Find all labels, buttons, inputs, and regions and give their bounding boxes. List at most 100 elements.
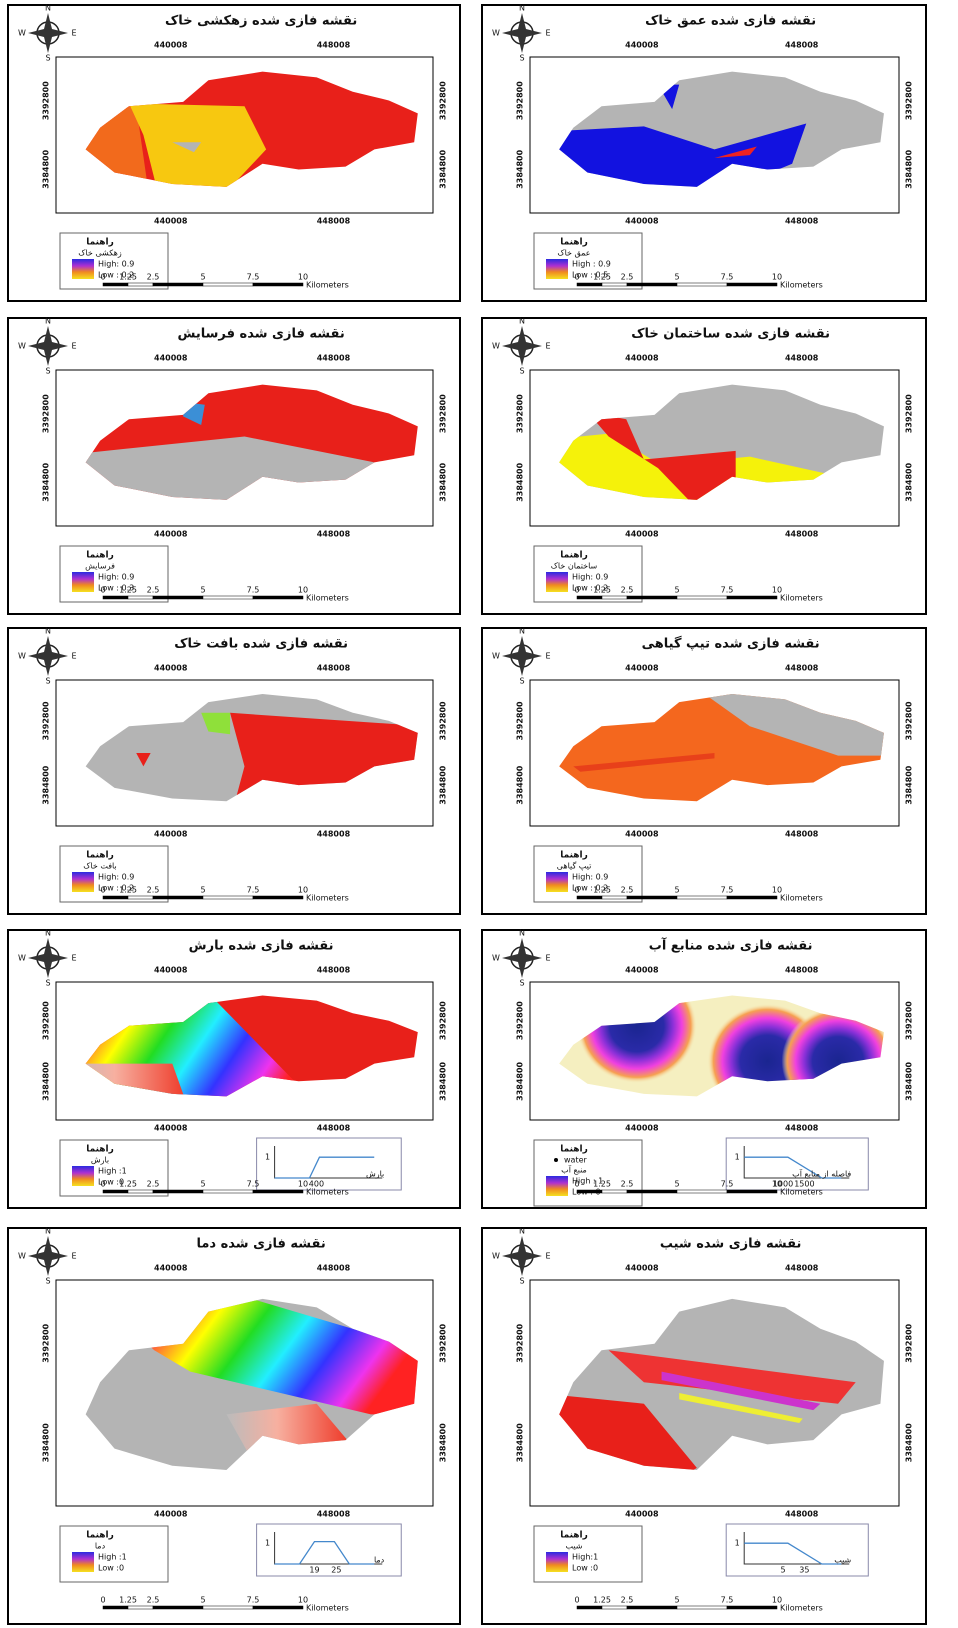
scale-label: 5	[200, 886, 205, 895]
scale-segment	[153, 1606, 203, 1609]
x-coord-top: 448008	[317, 966, 351, 975]
legend-title: راهنما	[86, 1531, 114, 1541]
scale-segment	[203, 1190, 253, 1193]
scale-segment	[677, 283, 727, 286]
scale-label: 5	[674, 273, 679, 282]
x-coord-top: 448008	[785, 1264, 819, 1273]
y-coord-right: 3384800	[439, 1061, 448, 1100]
scale-segment	[602, 596, 627, 599]
x-coord-bottom: 440008	[154, 1124, 188, 1133]
legend-high: High :1	[98, 1167, 127, 1176]
x-coord-top: 440008	[625, 41, 659, 50]
compass-e: E	[545, 342, 550, 351]
map-panel: NSWEنقشه فازی شده ساختمان خاک44000844000…	[482, 317, 926, 615]
legend-layer: عمق خاک	[557, 249, 590, 258]
map-title: نقشه فازی شده منابع آب	[649, 937, 813, 954]
x-coord-top: 448008	[317, 664, 351, 673]
scale-unit: Kilometers	[780, 1188, 823, 1197]
scale-label: 0	[574, 586, 579, 595]
y-coord-left: 3392800	[42, 701, 51, 740]
x-coord-bottom: 440008	[154, 1510, 188, 1519]
compass-e: E	[545, 1252, 550, 1261]
y-coord-left: 3384800	[42, 765, 51, 804]
y-coord-right: 3384800	[905, 462, 914, 501]
x-coord-top: 448008	[317, 354, 351, 363]
scale-segment	[627, 596, 677, 599]
scale-segment	[103, 596, 128, 599]
legend-title: راهنما	[86, 851, 114, 861]
scale-label: 2.5	[147, 886, 160, 895]
scale-segment	[727, 1606, 777, 1609]
scale-unit: Kilometers	[780, 1604, 823, 1613]
compass-w: W	[18, 1252, 26, 1261]
inset-x-label: بارش	[366, 1170, 384, 1179]
legend-layer: فرسایش	[85, 562, 115, 571]
scale-segment	[627, 1190, 677, 1193]
legend-point-label: water	[564, 1156, 588, 1165]
scale-label: 2.5	[147, 586, 160, 595]
scale-segment	[153, 283, 203, 286]
x-coord-top: 448008	[317, 41, 351, 50]
compass-e: E	[71, 342, 76, 351]
legend-high: High: 0.9	[98, 873, 134, 882]
legend-high: High: 0.9	[572, 573, 608, 582]
scale-segment	[253, 596, 303, 599]
x-coord-bottom: 448008	[317, 1510, 351, 1519]
compass-s: S	[519, 1277, 524, 1286]
scale-label: 1.25	[119, 586, 137, 595]
scale-segment	[103, 1190, 128, 1193]
scale-segment	[128, 896, 153, 899]
legend-layer: منبع آب	[561, 1165, 587, 1175]
x-coord-bottom: 448008	[785, 1124, 819, 1133]
x-coord-bottom: 440008	[625, 1510, 659, 1519]
scale-label: 0	[574, 1596, 579, 1605]
inset-x-tick: 25	[331, 1566, 341, 1575]
compass-w: W	[18, 652, 26, 661]
map-panel: NSWEنقشه فازی شده عمق خاک440008440008448…	[482, 4, 926, 302]
legend-layer: بافت خاک	[83, 862, 116, 871]
compass-s: S	[519, 677, 524, 686]
scale-label: 7.5	[721, 1596, 734, 1605]
legend-high: High :1	[98, 1553, 127, 1562]
legend-title: راهنما	[560, 551, 588, 561]
legend-swatch	[72, 572, 94, 592]
map-title: نقشه فازی شده ساختمان خاک	[631, 327, 830, 342]
scale-label: 5	[200, 273, 205, 282]
map-title: نقشه فازی شده عمق خاک	[645, 14, 816, 29]
legend-swatch	[546, 1552, 568, 1572]
scale-segment	[727, 283, 777, 286]
x-coord-bottom: 440008	[625, 830, 659, 839]
map-title: نقشه فازی شده بارش	[189, 939, 334, 954]
legend-layer: ساختمان خاک	[551, 562, 598, 571]
scale-label: 1.25	[593, 1180, 611, 1189]
y-coord-left: 3392800	[516, 394, 525, 433]
map-panel: NSWEنقشه فازی شده فرسایش4400084400084480…	[8, 317, 460, 615]
scale-label: 7.5	[247, 586, 260, 595]
compass-n: N	[519, 317, 525, 326]
x-coord-top: 448008	[785, 354, 819, 363]
scale-segment	[128, 1606, 153, 1609]
scale-segment	[103, 283, 128, 286]
x-coord-bottom: 440008	[154, 217, 188, 226]
compass-n: N	[45, 1227, 51, 1236]
inset-x-tick: 19	[309, 1566, 319, 1575]
y-coord-left: 3392800	[516, 1323, 525, 1362]
scale-label: 2.5	[621, 886, 634, 895]
y-coord-right: 3384800	[905, 149, 914, 188]
legend-title: راهنما	[560, 851, 588, 861]
legend-layer: تیپ گیاهی	[557, 861, 592, 871]
x-coord-bottom: 448008	[785, 217, 819, 226]
y-coord-right: 3392800	[439, 1001, 448, 1040]
compass-n: N	[45, 627, 51, 636]
legend-layer: دما	[95, 1542, 106, 1551]
scale-segment	[153, 1190, 203, 1193]
x-coord-bottom: 440008	[625, 1124, 659, 1133]
scale-label: 7.5	[247, 1180, 260, 1189]
x-coord-top: 440008	[154, 1264, 188, 1273]
compass-w: W	[492, 954, 500, 963]
scale-label: 0	[574, 1180, 579, 1189]
compass-e: E	[71, 1252, 76, 1261]
scale-label: 1.25	[119, 1180, 137, 1189]
scale-segment	[627, 896, 677, 899]
